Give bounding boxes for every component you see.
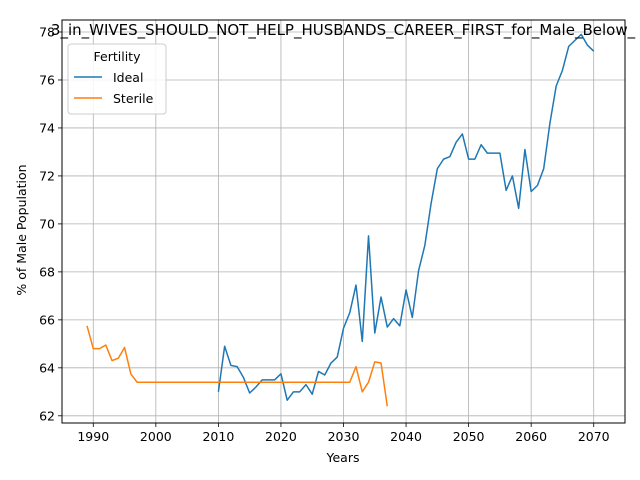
legend: Fertility Ideal Sterile (67, 43, 167, 115)
x-tick-label: 2050 (453, 429, 485, 444)
y-tick-label: 70 (39, 216, 55, 231)
legend-label-sterile: Sterile (113, 91, 154, 106)
series-lines (86, 33, 595, 407)
x-tick-label: 2010 (202, 429, 234, 444)
legend-box (67, 43, 167, 115)
x-tick-label: 1990 (77, 429, 109, 444)
series-line-ideal (217, 33, 595, 401)
x-tick-label: 2070 (578, 429, 610, 444)
y-tick-label: 68 (39, 264, 55, 279)
axis-ticks: 1990 2000 2010 2020 2030 2040 2050 2060 2070 62 64… (39, 24, 610, 444)
x-tick-label: 2040 (390, 429, 422, 444)
series-line-sterile (86, 325, 389, 407)
y-tick-label: 74 (39, 120, 55, 135)
x-axis-label: Years (326, 450, 360, 465)
x-tick-label: 2000 (140, 429, 172, 444)
legend-label-ideal: Ideal (113, 70, 143, 85)
x-tick-label: 2030 (328, 429, 360, 444)
x-tick-label: 2060 (515, 429, 547, 444)
y-tick-label: 72 (39, 168, 55, 183)
y-tick-label: 78 (39, 24, 55, 39)
y-tick-label: 62 (39, 408, 55, 423)
y-axis-label: % of Male Population (14, 164, 29, 295)
grid (62, 20, 625, 423)
y-tick-label: 76 (39, 72, 55, 87)
y-tick-label: 64 (39, 360, 55, 375)
x-tick-label: 2020 (265, 429, 297, 444)
legend-title: Fertility (94, 49, 142, 64)
y-tick-label: 66 (39, 312, 55, 327)
chart-title: 3_in_WIVES_SHOULD_NOT_HELP_HUSBANDS_CARE… (51, 21, 636, 40)
